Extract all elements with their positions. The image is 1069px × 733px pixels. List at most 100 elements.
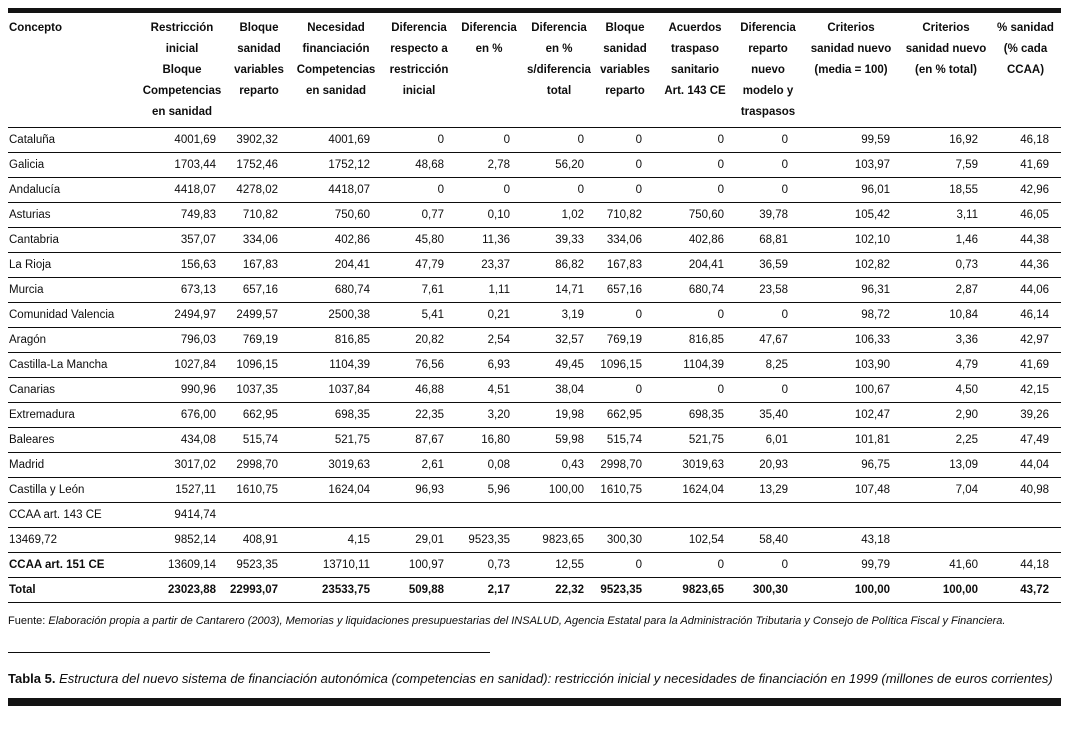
row-label: Murcia bbox=[8, 277, 136, 303]
table-cell: 16,80 bbox=[456, 427, 522, 453]
table-cell: 1624,04 bbox=[654, 477, 736, 503]
table-cell: 2500,38 bbox=[290, 302, 382, 328]
table-cell: 44,18 bbox=[990, 552, 1061, 578]
table-cell: 657,16 bbox=[228, 277, 290, 303]
table-cell: 0 bbox=[654, 127, 736, 153]
table-cell: 3,11 bbox=[902, 202, 990, 228]
table-cell: 698,35 bbox=[290, 402, 382, 428]
table-cell: 101,81 bbox=[800, 427, 902, 453]
table-cell: 9852,14 bbox=[136, 527, 228, 553]
table-cell: 44,06 bbox=[990, 277, 1061, 303]
table-cell bbox=[800, 502, 902, 528]
table-cell: 300,30 bbox=[596, 527, 654, 553]
source-label: Fuente: bbox=[8, 615, 46, 627]
table-cell: 96,31 bbox=[800, 277, 902, 303]
row-label: CCAA art. 143 CE bbox=[8, 502, 136, 528]
table-cell: 18,55 bbox=[902, 177, 990, 203]
table-cell: 9523,35 bbox=[596, 577, 654, 603]
table-cell: 408,91 bbox=[228, 527, 290, 553]
table-cell bbox=[654, 502, 736, 528]
table-cell: 58,40 bbox=[736, 527, 800, 553]
table-cell: 106,33 bbox=[800, 327, 902, 353]
table-cell: 3902,32 bbox=[228, 127, 290, 153]
table-cell: 1752,46 bbox=[228, 152, 290, 178]
table-cell: 4001,69 bbox=[136, 127, 228, 153]
table-cell: 7,04 bbox=[902, 477, 990, 503]
row-label: La Rioja bbox=[8, 252, 136, 278]
table-cell: 40,98 bbox=[990, 477, 1061, 503]
table-cell: 3019,63 bbox=[290, 452, 382, 478]
table-cell: 100,00 bbox=[902, 577, 990, 603]
table-cell: 9523,35 bbox=[228, 552, 290, 578]
table-cell: 0 bbox=[654, 152, 736, 178]
column-header: Diferencia en % s/diferencia total bbox=[522, 13, 596, 128]
table-bottom-rule bbox=[8, 698, 1061, 706]
table-cell: 0 bbox=[382, 177, 456, 203]
table-cell: 76,56 bbox=[382, 352, 456, 378]
table-cell: 47,79 bbox=[382, 252, 456, 278]
table-cell: 12,55 bbox=[522, 552, 596, 578]
table-cell: 680,74 bbox=[654, 277, 736, 303]
table-cell: 102,47 bbox=[800, 402, 902, 428]
table-cell: 3,19 bbox=[522, 302, 596, 328]
table-cell bbox=[990, 527, 1061, 553]
table-cell: 46,88 bbox=[382, 377, 456, 403]
table-cell: 402,86 bbox=[654, 227, 736, 253]
table-cell: 59,98 bbox=[522, 427, 596, 453]
table-cell: 102,82 bbox=[800, 252, 902, 278]
table-row: La Rioja 156,63 167,83 204,41 47,79 23,37 86,8… bbox=[8, 252, 1061, 278]
row-label: Aragón bbox=[8, 327, 136, 353]
table-cell: 13710,11 bbox=[290, 552, 382, 578]
table-cell: 4,15 bbox=[290, 527, 382, 553]
table-cell: 98,72 bbox=[800, 302, 902, 328]
column-header: Restricción inicial Bloque Competencias … bbox=[136, 13, 228, 128]
table-cell: 5,96 bbox=[456, 477, 522, 503]
table-row: Murcia 673,13 657,16 680,74 7,61 1,11 14,71 657… bbox=[8, 277, 1061, 303]
table-cell: 68,81 bbox=[736, 227, 800, 253]
row-label: Total bbox=[8, 577, 136, 603]
table-cell: 20,82 bbox=[382, 327, 456, 353]
column-header: % sanidad (% cada CCAA) bbox=[990, 13, 1061, 128]
table-cell: 156,63 bbox=[136, 252, 228, 278]
table-cell: 100,00 bbox=[522, 477, 596, 503]
table-cell: 9414,74 bbox=[136, 502, 228, 528]
table-cell: 750,60 bbox=[654, 202, 736, 228]
column-header: Diferencia en % bbox=[456, 13, 522, 128]
table-cell: 167,83 bbox=[596, 252, 654, 278]
table-cell: 4,79 bbox=[902, 352, 990, 378]
table-cell: 2,90 bbox=[902, 402, 990, 428]
table-cell: 434,08 bbox=[136, 427, 228, 453]
table-cell: 0 bbox=[736, 152, 800, 178]
table-cell: 107,48 bbox=[800, 477, 902, 503]
table-cell: 2998,70 bbox=[596, 452, 654, 478]
table-cell: 0 bbox=[456, 177, 522, 203]
table-cell: 509,88 bbox=[382, 577, 456, 603]
table-cell: 22993,07 bbox=[228, 577, 290, 603]
table-cell: 13,29 bbox=[736, 477, 800, 503]
table-cell: 39,26 bbox=[990, 402, 1061, 428]
table-row: Castilla-La Mancha 1027,84 1096,15 1104,39 7… bbox=[8, 352, 1061, 378]
table-row: Galicia 1703,44 1752,46 1752,12 48,68 2,78 56,… bbox=[8, 152, 1061, 178]
table-cell: 22,32 bbox=[522, 577, 596, 603]
table-cell: 0 bbox=[596, 127, 654, 153]
column-header: Criterios sanidad nuevo (media = 100) bbox=[800, 13, 902, 128]
table-cell bbox=[902, 502, 990, 528]
table-header: Concepto Restricción inicial Bloque Compe… bbox=[8, 13, 1061, 128]
table-cell: 0 bbox=[382, 127, 456, 153]
table-cell: 2998,70 bbox=[228, 452, 290, 478]
row-label: Cataluña bbox=[8, 127, 136, 153]
table-cell: 3,20 bbox=[456, 402, 522, 428]
table-cell: 0,10 bbox=[456, 202, 522, 228]
table-cell: 515,74 bbox=[228, 427, 290, 453]
table-cell: 96,75 bbox=[800, 452, 902, 478]
table-cell: 769,19 bbox=[596, 327, 654, 353]
table-cell bbox=[596, 502, 654, 528]
table-row: Extremadura 676,00 662,95 698,35 22,35 3,20 19… bbox=[8, 402, 1061, 428]
table-cell: 39,33 bbox=[522, 227, 596, 253]
row-label: Canarias bbox=[8, 377, 136, 403]
table-cell: 1610,75 bbox=[228, 477, 290, 503]
table-cell: 698,35 bbox=[654, 402, 736, 428]
table-cell: 0 bbox=[456, 127, 522, 153]
table-cell: 0,77 bbox=[382, 202, 456, 228]
table-cell: 8,25 bbox=[736, 352, 800, 378]
